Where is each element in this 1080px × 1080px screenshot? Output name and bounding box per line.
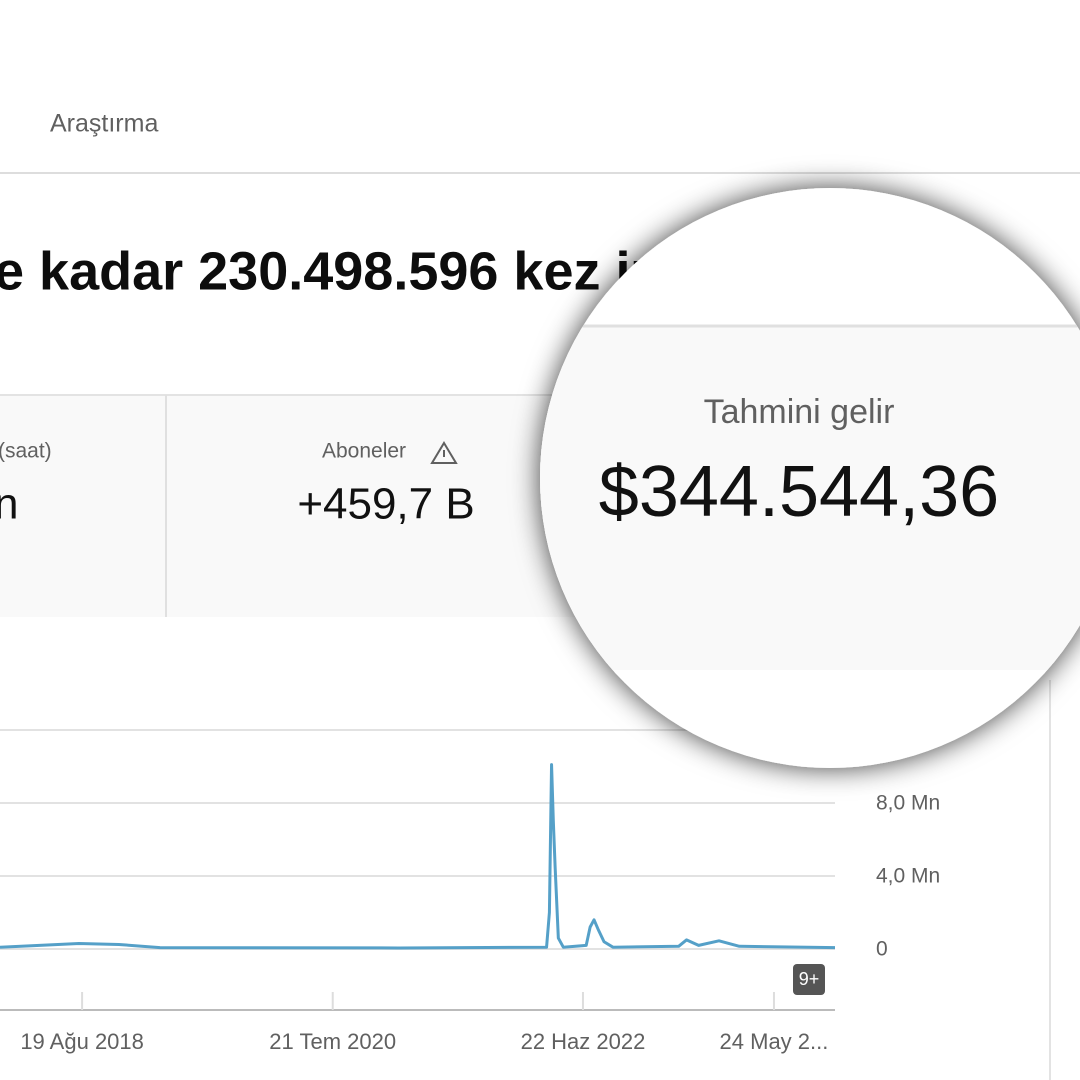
tab[interactable]: Araştırma: [50, 110, 158, 138]
badge-text: 9+: [799, 969, 820, 989]
magnified-value: $344.544,36: [599, 452, 999, 532]
badge-bg: [793, 964, 825, 995]
x-tick-label: 19 Ağu 2018: [20, 1029, 144, 1054]
series-line: [0, 763, 836, 950]
magnified-label: Tahmini gelir: [704, 393, 895, 431]
x-tick-label: 24 May 2...: [720, 1029, 829, 1054]
metric-value: +459,7 B: [297, 480, 474, 529]
metric-label[interactable]: Aboneler: [322, 440, 406, 463]
magnifier: Tahmini gelir $344.544,36: [540, 188, 1080, 768]
y-tick-label: 0: [876, 938, 888, 961]
y-tick-label: 8,0 Mn: [876, 792, 940, 815]
y-tick-label: 4,0 Mn: [876, 865, 940, 888]
metric-value: n: [0, 480, 18, 529]
lens-panel: [540, 326, 1080, 670]
metric-label: (saat): [0, 440, 52, 463]
x-tick-label: 21 Tem 2020: [269, 1029, 396, 1054]
x-tick-label: 22 Haz 2022: [521, 1029, 646, 1054]
warning-icon[interactable]: [430, 441, 458, 464]
badge[interactable]: 9+: [793, 964, 825, 995]
headline: e kadar 230.498.596 kez izl: [0, 241, 673, 301]
